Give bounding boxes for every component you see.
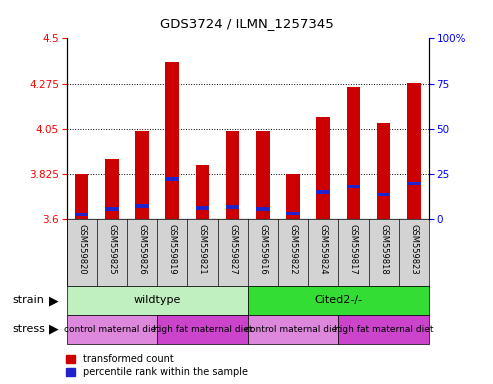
Bar xyxy=(347,86,360,219)
Bar xyxy=(407,83,421,219)
Text: Cited2-/-: Cited2-/- xyxy=(314,295,362,306)
Text: GSM559823: GSM559823 xyxy=(409,224,419,275)
Text: GSM559820: GSM559820 xyxy=(77,224,86,275)
Text: GSM559825: GSM559825 xyxy=(107,224,116,275)
Bar xyxy=(347,185,360,188)
Text: strain: strain xyxy=(12,295,44,306)
Bar xyxy=(226,205,240,209)
Bar xyxy=(338,315,429,344)
Bar xyxy=(286,212,300,215)
Bar xyxy=(256,131,270,219)
Bar xyxy=(166,63,179,219)
Text: GSM559826: GSM559826 xyxy=(138,224,146,275)
Bar xyxy=(196,206,209,210)
Bar xyxy=(105,207,119,211)
Bar xyxy=(226,131,240,219)
Text: control maternal diet: control maternal diet xyxy=(64,325,160,334)
Text: GSM559818: GSM559818 xyxy=(379,224,388,275)
Text: wildtype: wildtype xyxy=(134,295,181,306)
Bar xyxy=(157,315,248,344)
Bar xyxy=(286,174,300,219)
Text: GSM559827: GSM559827 xyxy=(228,224,237,275)
Bar xyxy=(317,190,330,194)
Bar xyxy=(135,204,149,208)
Text: GSM559616: GSM559616 xyxy=(258,224,267,275)
Bar xyxy=(67,286,248,315)
Bar xyxy=(377,193,390,196)
Text: ▶: ▶ xyxy=(49,294,59,307)
Bar xyxy=(248,286,429,315)
Bar xyxy=(75,213,88,216)
Text: GDS3724 / ILMN_1257345: GDS3724 / ILMN_1257345 xyxy=(160,17,333,30)
Bar xyxy=(166,177,179,181)
Bar xyxy=(135,131,149,219)
Text: GSM559821: GSM559821 xyxy=(198,224,207,275)
Bar xyxy=(67,315,157,344)
Text: control maternal diet: control maternal diet xyxy=(245,325,341,334)
Text: ▶: ▶ xyxy=(49,323,59,336)
Text: stress: stress xyxy=(12,324,45,334)
Text: GSM559819: GSM559819 xyxy=(168,224,177,275)
Legend: transformed count, percentile rank within the sample: transformed count, percentile rank withi… xyxy=(67,354,248,377)
Bar xyxy=(248,315,338,344)
Bar xyxy=(256,207,270,211)
Bar xyxy=(196,165,209,219)
Text: GSM559824: GSM559824 xyxy=(318,224,328,275)
Bar xyxy=(377,122,390,219)
Bar xyxy=(407,182,421,185)
Text: high fat maternal diet: high fat maternal diet xyxy=(334,325,433,334)
Bar xyxy=(317,117,330,219)
Text: high fat maternal diet: high fat maternal diet xyxy=(153,325,252,334)
Text: GSM559822: GSM559822 xyxy=(288,224,298,275)
Bar xyxy=(105,159,119,219)
Bar xyxy=(75,174,88,219)
Text: GSM559817: GSM559817 xyxy=(349,224,358,275)
